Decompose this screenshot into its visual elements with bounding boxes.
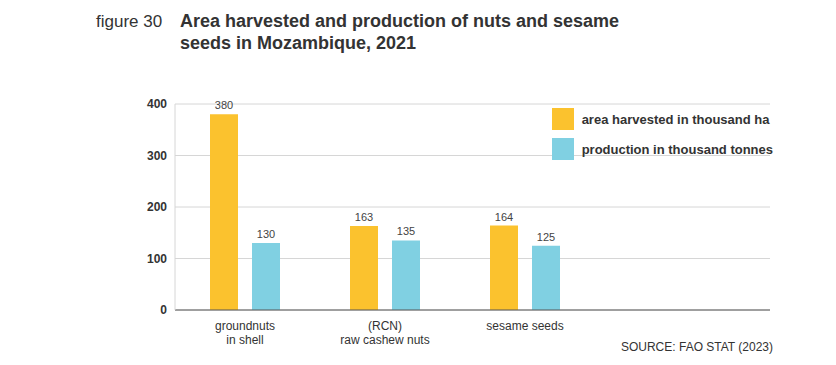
svg-text:200: 200 [147, 200, 167, 214]
svg-text:130: 130 [257, 228, 275, 240]
svg-text:380: 380 [215, 99, 233, 111]
svg-text:sesame seeds: sesame seeds [486, 319, 563, 333]
svg-text:164: 164 [495, 211, 513, 223]
svg-text:163: 163 [355, 211, 373, 223]
html-text:Area harvested and production: Area harvested and production of nuts an… [180, 11, 620, 53]
html-text:SOURCE: FAO STAT (2023): SOURCE: FAO STAT (2023) [621, 340, 773, 354]
html-text:production in thousand tonnes: production in thousand tonnes [581, 141, 773, 157]
svg-text:100: 100 [147, 252, 167, 266]
svg-text:(RCN)raw cashew nuts: (RCN)raw cashew nuts [340, 319, 429, 347]
html-text:area harvested in thousand ha: area harvested in thousand ha [581, 111, 770, 127]
svg-text:groundnutsin shell: groundnutsin shell [215, 319, 275, 347]
svg-text:135: 135 [397, 225, 415, 237]
html-text:figure 30: figure 30 [96, 12, 163, 31]
svg-text:0: 0 [160, 303, 167, 317]
svg-text:300: 300 [147, 149, 167, 163]
svg-text:125: 125 [537, 231, 555, 243]
svg-text:400: 400 [147, 97, 167, 111]
